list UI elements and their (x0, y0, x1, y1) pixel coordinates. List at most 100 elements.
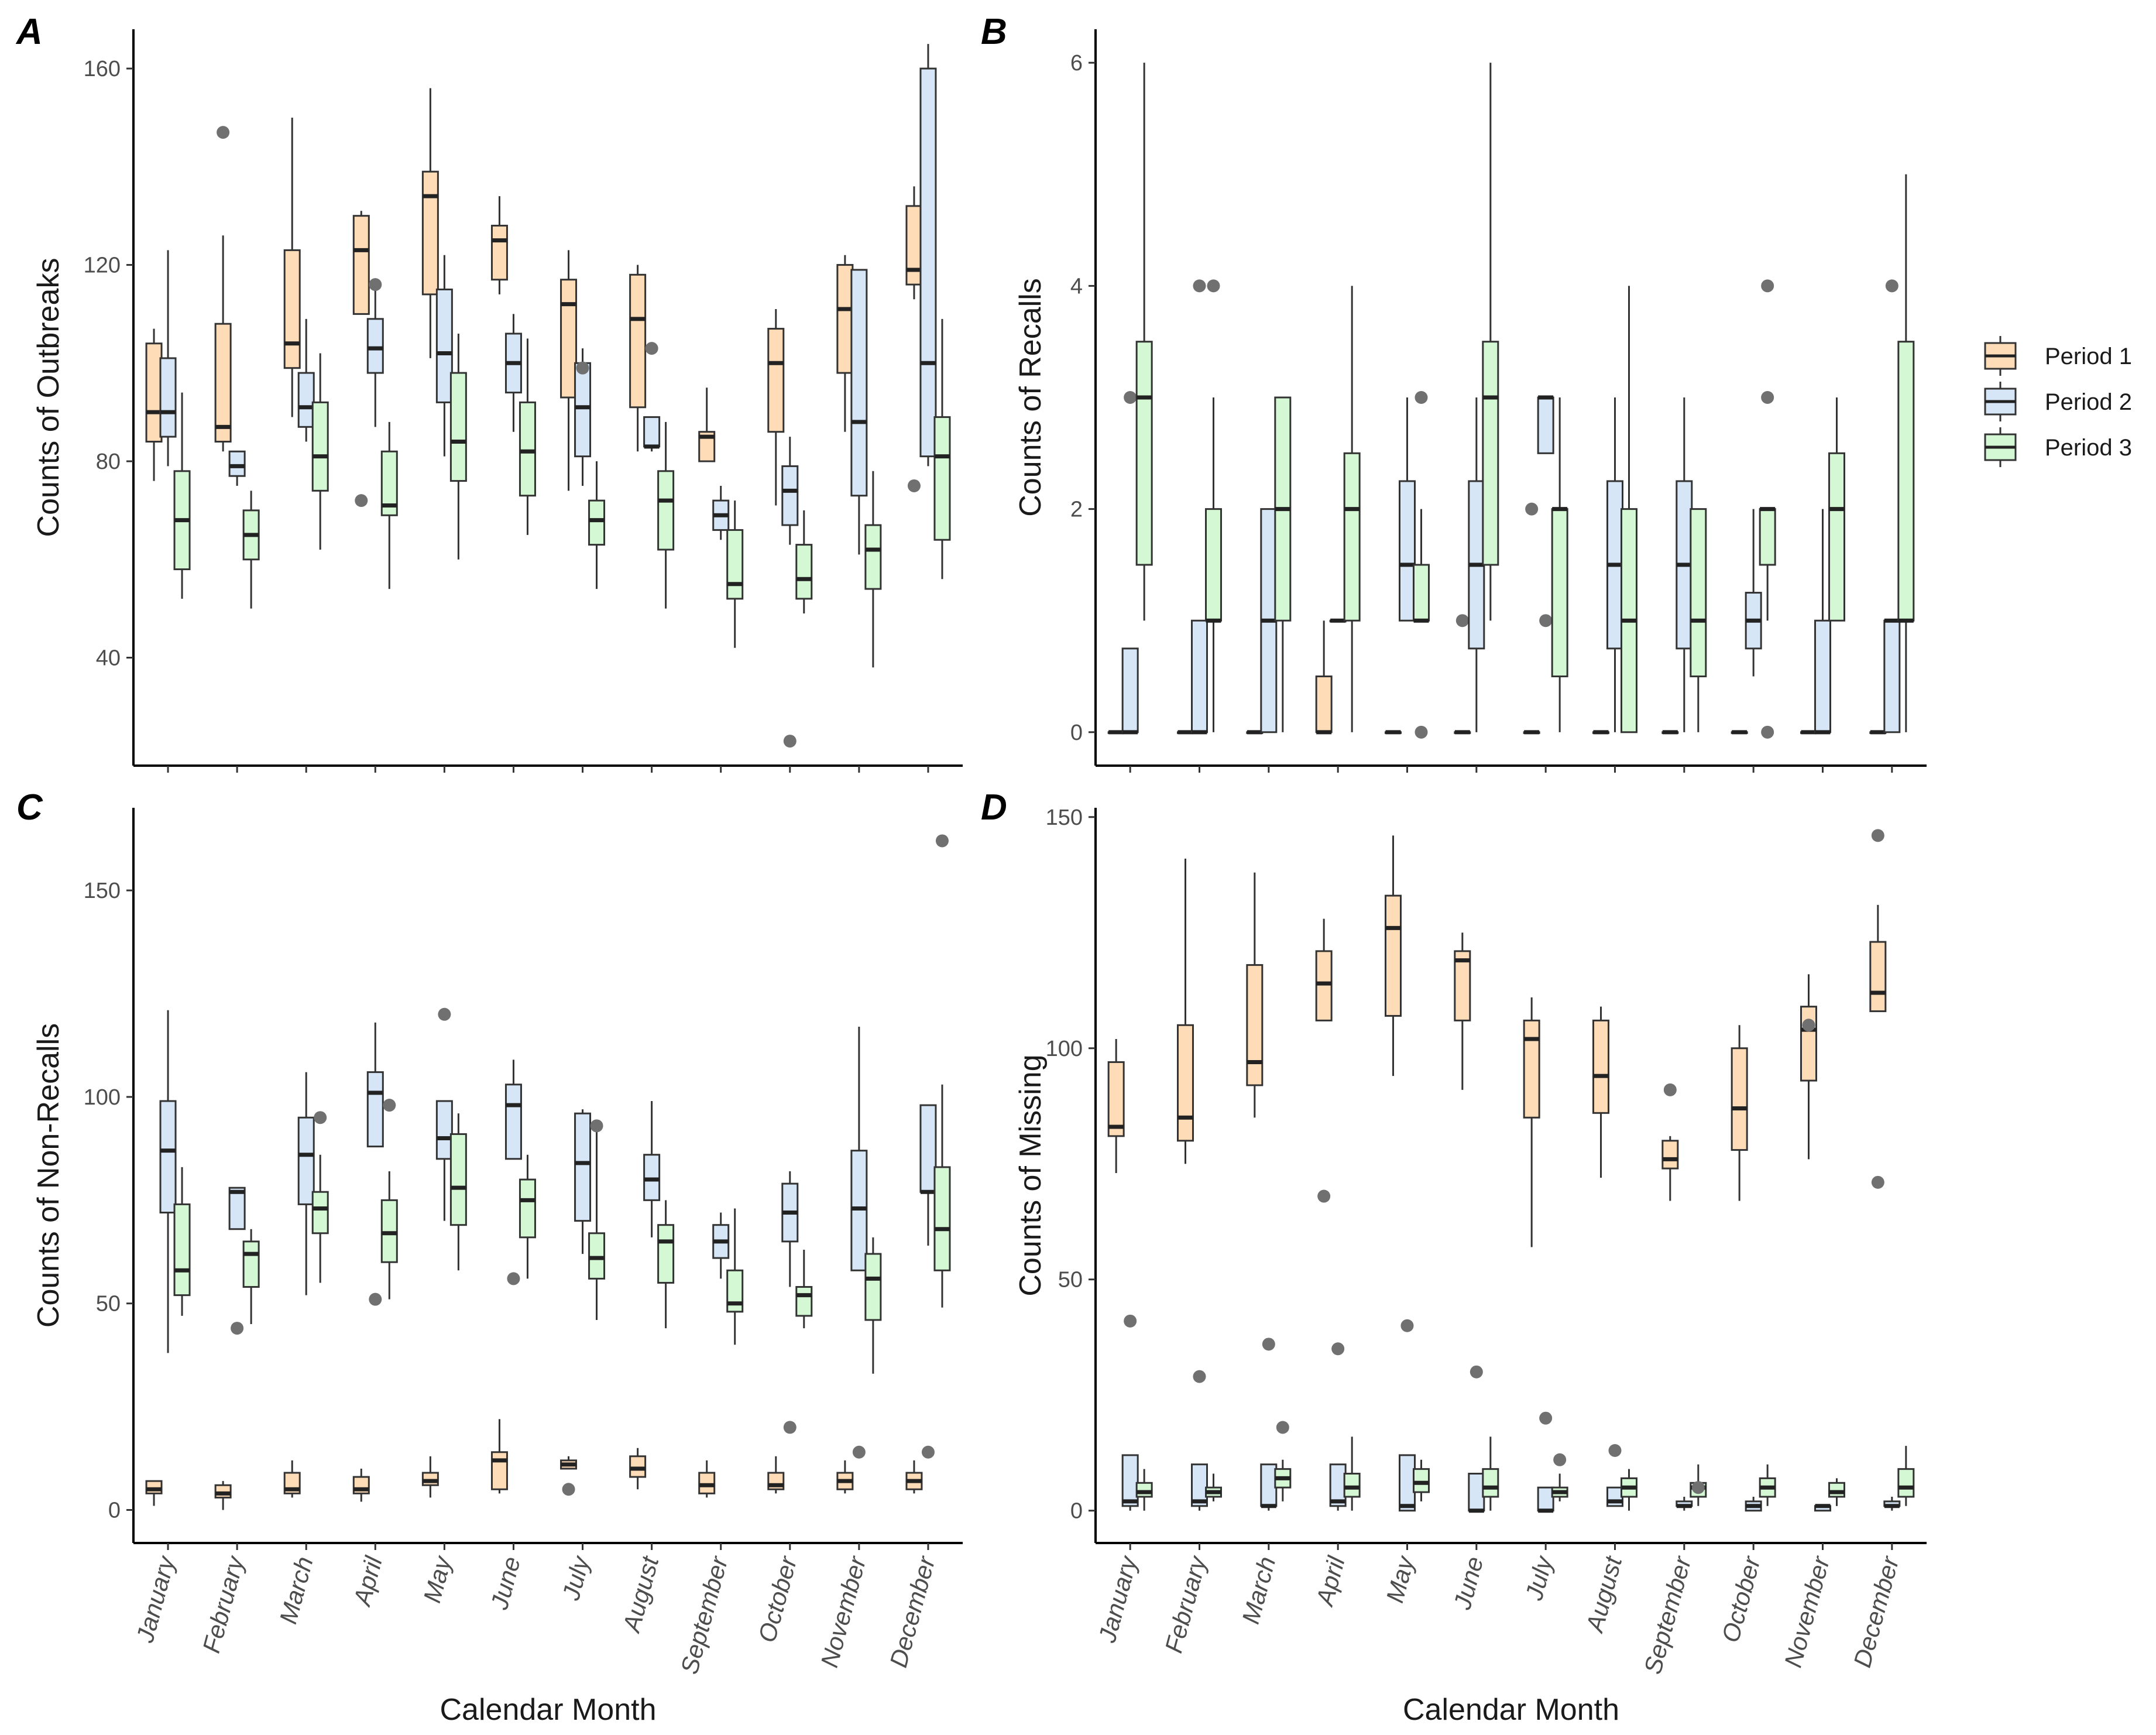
box-body (1400, 1455, 1415, 1511)
box-body (782, 466, 798, 525)
box-body (1801, 1007, 1817, 1081)
background (0, 0, 2156, 1735)
box-body (1137, 1483, 1152, 1497)
box-body (437, 1101, 452, 1159)
box-body (1178, 1025, 1193, 1140)
outlier-point (1872, 1176, 1884, 1189)
box-body (1469, 1474, 1484, 1511)
outlier-point (1609, 1444, 1622, 1457)
box-body (644, 1155, 660, 1201)
outlier-point (784, 1421, 797, 1434)
box-body (630, 1456, 646, 1477)
box-body (1483, 1469, 1498, 1497)
box-body (1386, 896, 1401, 1016)
outlier-point (1124, 1315, 1137, 1328)
y-axis-title: Counts of Outbreaks (32, 258, 66, 537)
outlier-point (314, 1111, 327, 1124)
outlier-point (1525, 503, 1538, 516)
box-april-period-2 (1330, 620, 1345, 622)
outlier-point (1124, 391, 1137, 404)
box-november-period-2 (1815, 1506, 1831, 1511)
box-body (699, 1473, 715, 1493)
panel-letter: C (16, 787, 43, 828)
outlier-point (1193, 279, 1206, 292)
legend-label: Period 1 (2045, 344, 2132, 369)
box-body (644, 417, 660, 447)
outlier-point (217, 126, 229, 139)
box-body (1483, 342, 1498, 565)
outlier-point (784, 735, 797, 748)
box-body (658, 471, 674, 550)
box-body (1400, 481, 1415, 620)
box-body (921, 68, 936, 457)
box-body (935, 417, 950, 540)
box-body (589, 500, 605, 544)
outlier-point (1664, 1083, 1677, 1096)
box-december-period-1 (1870, 732, 1886, 733)
outlier-point (1276, 1421, 1289, 1434)
outlier-point (1692, 1481, 1705, 1494)
box-body (1122, 649, 1138, 732)
box-body (146, 344, 162, 442)
box-body (243, 1242, 259, 1287)
outlier-point (1803, 1019, 1815, 1031)
box-body (451, 373, 466, 481)
box-body (561, 280, 576, 397)
box-december-period-2 (921, 44, 936, 466)
box-body (1829, 453, 1845, 620)
x-axis-title: Calendar Month (440, 1693, 657, 1727)
box-body (589, 1233, 605, 1279)
legend-label: Period 3 (2045, 435, 2132, 461)
outlier-point (507, 1272, 520, 1285)
box-body (768, 329, 784, 432)
box-body (520, 1179, 535, 1237)
box-body (451, 1134, 466, 1225)
y-tick-label: 100 (1046, 1037, 1083, 1061)
box-body (837, 265, 853, 373)
box-body (852, 1151, 867, 1271)
box-body (298, 1117, 314, 1204)
y-tick-label: 160 (84, 57, 121, 81)
box-body (284, 250, 300, 368)
box-body (1122, 1455, 1138, 1506)
outlier-point (1470, 1366, 1483, 1379)
box-body (368, 1072, 383, 1147)
box-march-period-1 (1247, 732, 1262, 733)
box-october-period-1 (1732, 732, 1747, 733)
box-body (353, 216, 369, 314)
y-tick-label: 2 (1070, 498, 1083, 522)
box-body (1870, 942, 1886, 1011)
box-body (1732, 1048, 1747, 1150)
outlier-point (853, 1446, 866, 1459)
y-axis-title: Counts of Recalls (1014, 278, 1048, 517)
outlier-point (1761, 726, 1774, 739)
box-august-period-1 (1594, 732, 1609, 733)
box-body (1663, 1141, 1678, 1168)
outlier-point (355, 494, 368, 507)
box-body (215, 324, 231, 441)
box-body (146, 1481, 162, 1493)
box-body (1898, 342, 1914, 621)
outlier-point (438, 1008, 451, 1021)
y-axis-title: Counts of Missing (1014, 1054, 1048, 1296)
box-body (1594, 1020, 1609, 1113)
box-body (1247, 965, 1262, 1085)
box-body (575, 1113, 591, 1220)
box-body (1538, 397, 1553, 453)
box-body (1898, 1469, 1914, 1497)
box-body (1414, 565, 1429, 620)
box-body (797, 545, 812, 599)
box-body (160, 1101, 176, 1213)
y-tick-label: 50 (96, 1292, 121, 1316)
box-body (174, 1204, 190, 1295)
box-body (935, 1167, 950, 1270)
box-body (368, 319, 383, 373)
box-body (492, 225, 507, 279)
box-body (298, 373, 314, 427)
box-body (215, 1485, 231, 1497)
outlier-point (1193, 1370, 1206, 1383)
box-body (921, 1105, 936, 1192)
box-body (1538, 1487, 1553, 1510)
y-tick-label: 150 (84, 879, 121, 903)
box-body (852, 270, 867, 496)
